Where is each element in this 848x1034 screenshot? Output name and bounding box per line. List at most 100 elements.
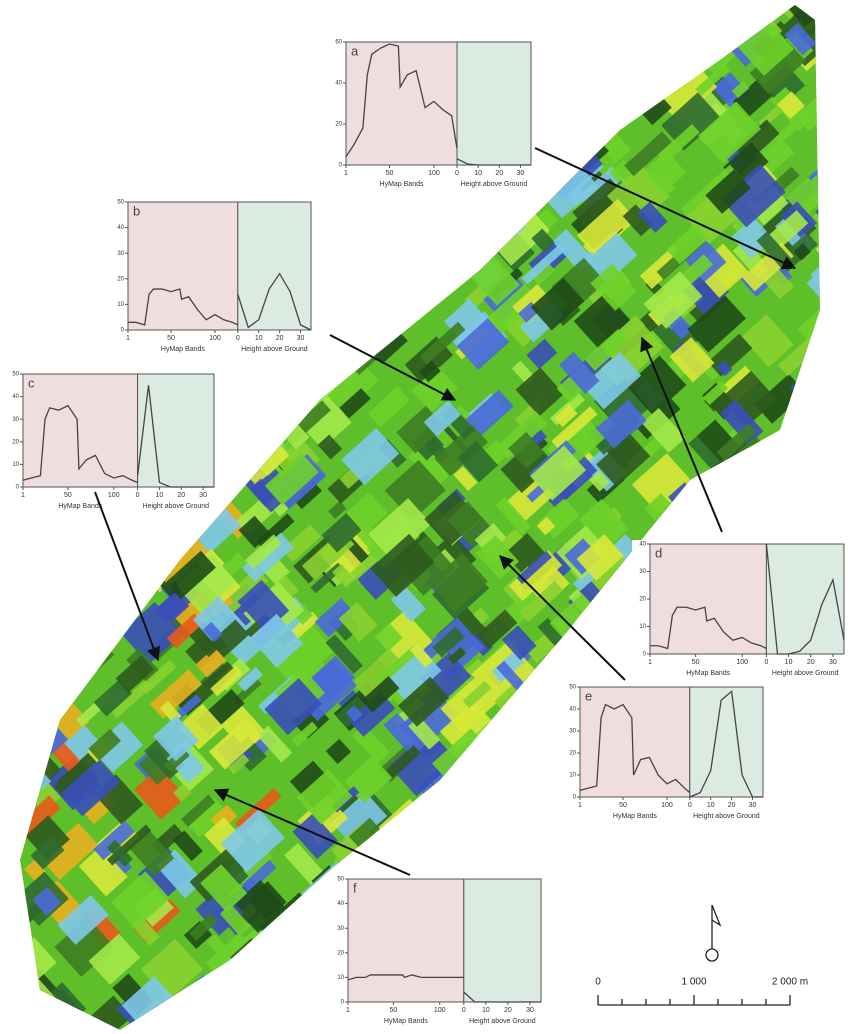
map-patch (536, 83, 582, 130)
map-patch (814, 842, 848, 893)
map-patch (833, 930, 848, 983)
map-patch (443, 802, 476, 836)
x-tick-label: 50 (167, 335, 175, 342)
map-patch (519, 725, 559, 764)
map-patch (787, 454, 815, 480)
x-tick-label: 0 (455, 170, 459, 177)
map-patch (536, 91, 574, 129)
x-tick-label: 100 (209, 335, 221, 342)
map-patch (207, 136, 259, 189)
map-patch (262, 113, 295, 144)
map-patch (206, 129, 261, 183)
map-patch (63, 593, 78, 608)
map-patch (602, 869, 653, 918)
map-patch (673, 1004, 698, 1029)
map-patch (1, 296, 38, 331)
map-patch (782, 881, 845, 943)
map-patch (823, 85, 846, 109)
map-patch (733, 946, 758, 972)
y-tick-label: 40 (337, 901, 344, 907)
map-patch (327, 284, 374, 330)
map-patch (668, 940, 711, 981)
map-patch (734, 828, 767, 862)
map-patch (806, 507, 840, 541)
map-patch (673, 50, 691, 67)
map-patch (34, 175, 87, 226)
map-patch (830, 889, 848, 944)
map-patch (15, 0, 73, 56)
map-patch (675, 929, 699, 952)
map-patch (832, 825, 848, 869)
map-patch (25, 75, 42, 91)
x-tick-label: 50 (619, 802, 627, 809)
map-patch (243, 409, 286, 453)
map-patch (44, 256, 86, 298)
map-patch (10, 1014, 45, 1034)
x-tick-label: 1 (344, 170, 348, 177)
map-patch (262, 391, 281, 410)
map-patch (425, 0, 466, 18)
map-patch (271, 110, 309, 148)
map-patch (117, 56, 146, 85)
map-patch (243, 18, 301, 75)
map-patch (591, 0, 653, 41)
map-patch (271, 969, 323, 1022)
x-tick-label: 0 (688, 802, 692, 809)
map-patch (740, 879, 781, 918)
map-patch (433, 829, 473, 871)
map-patch (16, 550, 58, 590)
band-panel (346, 42, 457, 165)
x-tick-label: 0 (764, 659, 768, 666)
map-patch (329, 188, 383, 240)
map-patch (153, 89, 189, 123)
map-patch (75, 175, 112, 211)
map-patch (107, 152, 133, 179)
x-axis-title: Height above Ground (461, 181, 528, 188)
y-tick-label: 30 (569, 729, 576, 735)
map-patch (51, 79, 90, 119)
map-patch (506, 210, 523, 227)
map-patch (386, 830, 425, 871)
map-patch (424, 225, 478, 279)
map-patch (627, 954, 670, 999)
map-patch (815, 95, 848, 142)
map-patch (680, 840, 727, 885)
y-tick-label: 30 (117, 251, 124, 257)
map-patch (156, 80, 199, 121)
y-tick-label: 40 (335, 81, 342, 87)
map-patch (537, 838, 574, 877)
map-patch (251, 130, 297, 178)
map-patch (652, 25, 673, 46)
y-tick-label: 50 (337, 877, 344, 883)
x-tick-label: 20 (276, 335, 284, 342)
map-patch (621, 833, 668, 877)
map-patch (540, 142, 579, 181)
map-patch (585, 822, 608, 845)
map-patch (22, 0, 66, 15)
height-panel (766, 544, 844, 654)
map-patch (25, 124, 63, 160)
map-patch (815, 353, 848, 386)
map-patch (4, 0, 33, 15)
map-patch (625, 856, 682, 911)
map-patch (769, 864, 802, 899)
map-patch (600, 108, 619, 126)
map-patch (236, 8, 280, 50)
map-patch (796, 878, 848, 938)
map-patch (213, 987, 268, 1034)
band-panel (128, 202, 238, 330)
x-tick-label: 20 (504, 1007, 512, 1014)
map-patch (607, 68, 654, 116)
map-patch (799, 748, 825, 774)
map-patch (0, 601, 56, 657)
map-patch (484, 727, 534, 777)
x-tick-label: 50 (64, 492, 72, 499)
x-tick-label: 30 (297, 335, 305, 342)
map-patch (25, 254, 52, 281)
map-patch (229, 384, 268, 421)
map-patch (794, 398, 811, 415)
map-patch (241, 158, 269, 187)
map-patch (78, 570, 112, 602)
map-patch (230, 985, 266, 1022)
